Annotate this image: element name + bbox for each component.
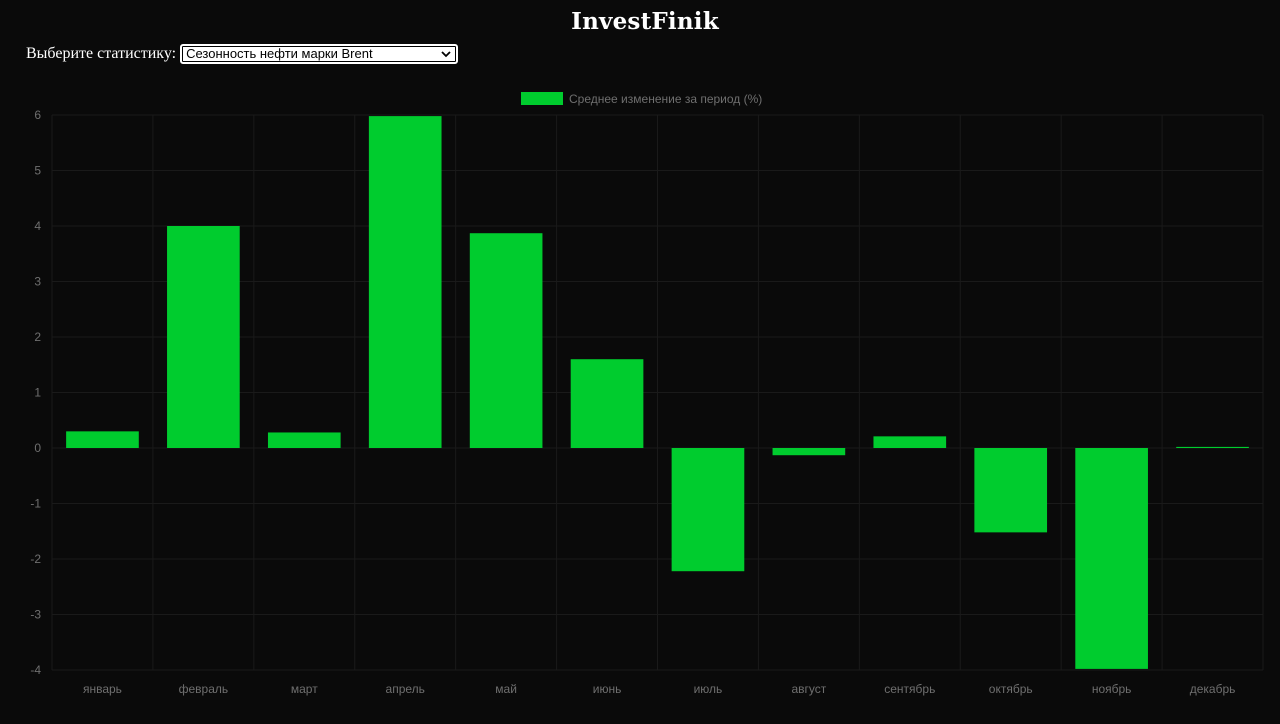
bar-май[interactable] <box>469 233 543 448</box>
x-tick-label: январь <box>83 682 122 696</box>
legend-label: Среднее изменение за период (%) <box>569 92 762 106</box>
chevron-down-icon <box>441 51 451 58</box>
bar-январь[interactable] <box>66 431 139 448</box>
y-tick-label: -1 <box>30 497 41 511</box>
x-tick-label: июнь <box>593 682 622 696</box>
y-tick-label: -2 <box>30 552 41 566</box>
statistic-selector-row: Выберите статистику: Сезонность нефти ма… <box>26 43 459 65</box>
bar-ноябрь[interactable] <box>1075 448 1148 669</box>
y-tick-label: 6 <box>34 108 41 122</box>
bar-декабрь[interactable] <box>1176 446 1249 448</box>
y-tick-label: 2 <box>34 330 41 344</box>
x-tick-label: декабрь <box>1190 682 1236 696</box>
statistic-selector-label: Выберите статистику: <box>26 45 177 62</box>
legend[interactable]: Среднее изменение за период (%) <box>521 92 762 106</box>
legend-swatch <box>521 92 563 105</box>
bar-июль[interactable] <box>671 448 745 572</box>
bar-июнь[interactable] <box>570 359 644 448</box>
bar-апрель[interactable] <box>368 116 442 449</box>
x-tick-label: февраль <box>179 682 229 696</box>
y-tick-label: 1 <box>34 386 41 400</box>
x-tick-label: май <box>495 682 517 696</box>
y-tick-label: 0 <box>34 441 41 455</box>
x-tick-label: ноябрь <box>1092 682 1132 696</box>
y-axis-ticks: 6 5 4 3 2 1 0 -1 -2 -3 -4 <box>30 108 41 677</box>
x-tick-label: апрель <box>386 682 425 696</box>
grid-layer <box>51 114 1264 671</box>
y-tick-label: 5 <box>34 164 41 178</box>
statistic-select-value: Сезонность нефти марки Brent <box>186 46 373 61</box>
bar-сентябрь[interactable] <box>873 436 947 448</box>
x-tick-label: март <box>291 682 318 696</box>
y-tick-label: -4 <box>30 663 41 677</box>
app-title: InvestFinik <box>571 8 719 35</box>
y-tick-label: 3 <box>34 275 41 289</box>
statistic-select[interactable]: Сезонность нефти марки Brent <box>180 44 459 64</box>
x-tick-label: июль <box>694 682 723 696</box>
bar-layer <box>66 116 1249 669</box>
bar-март[interactable] <box>267 432 341 448</box>
x-tick-label: октябрь <box>989 682 1033 696</box>
y-tick-label: -3 <box>30 608 41 622</box>
y-tick-label: 4 <box>34 219 41 233</box>
bar-февраль[interactable] <box>167 226 240 448</box>
x-tick-label: сентябрь <box>884 682 935 696</box>
bar-август[interactable] <box>772 448 846 456</box>
x-axis-ticks: январь февраль март апрель май июнь июль август… <box>83 682 1235 696</box>
bar-октябрь[interactable] <box>974 448 1048 533</box>
x-tick-label: август <box>791 682 826 696</box>
